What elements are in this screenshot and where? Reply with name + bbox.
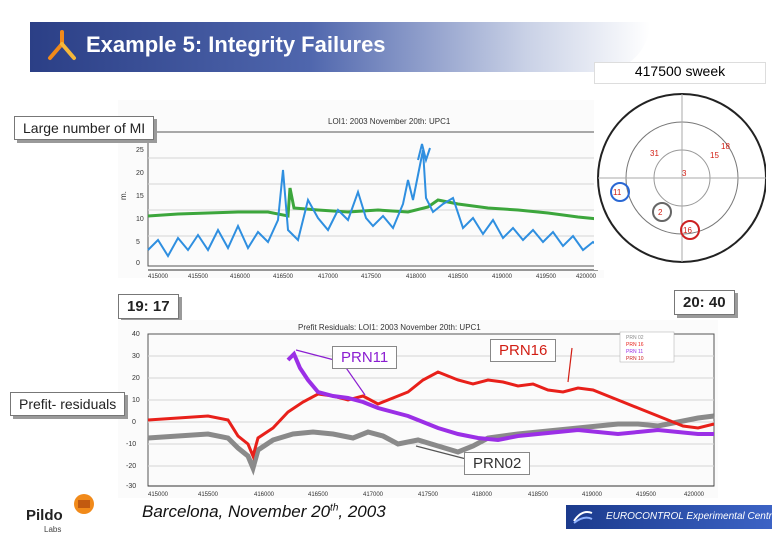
top-blue-spike	[417, 143, 431, 164]
bottom-xtick: 417000	[363, 492, 384, 498]
sky-prn: 3	[682, 169, 687, 178]
bottom-xtick: 417500	[418, 492, 439, 498]
footer-text-sup: th	[330, 502, 339, 514]
bottom-plot-panel: Prefit Residuals: LOI1: 2003 November 20…	[118, 320, 718, 498]
bottom-ytick: 10	[132, 397, 140, 404]
bottom-ytick: -30	[126, 483, 136, 490]
skyplot-panel: 31 15 18 3 11 2 16	[594, 84, 767, 270]
top-plot: LOI1: 2003 November 20th: UPC1 m. 25 20 …	[118, 100, 604, 280]
end-time-label: 20: 40	[674, 290, 735, 315]
bottom-xtick: 419500	[636, 492, 657, 498]
slide-title: Example 5: Integrity Failures	[86, 32, 386, 57]
bottom-xtick: 416500	[308, 492, 329, 498]
bottom-ytick: 30	[132, 353, 140, 360]
top-xtick: 417000	[318, 274, 339, 278]
skyplot: 31 15 18 3 11 2 16	[597, 93, 767, 263]
legend-entry: PRN 02	[626, 335, 644, 341]
top-xtick: 419000	[492, 274, 513, 278]
brand-name: Pildo	[26, 507, 63, 524]
bottom-plot-label: Prefit- residuals	[10, 392, 126, 416]
start-time-label: 19: 17	[118, 294, 179, 319]
top-xtick: 418500	[448, 274, 469, 278]
legend-entry: PRN 10	[626, 356, 644, 362]
sky-prn: 31	[650, 149, 659, 158]
sky-prn: 11	[613, 188, 622, 197]
legend-entry: PRN 11	[626, 349, 643, 355]
bottom-ytick: -10	[126, 441, 136, 448]
top-chart-title: LOI1: 2003 November 20th: UPC1	[328, 117, 451, 126]
bottom-ytick: 40	[132, 331, 140, 338]
bottom-ytick: 20	[132, 375, 140, 382]
gray-series	[147, 413, 715, 476]
footer-caption: Barcelona, November 20th, 2003	[142, 502, 386, 522]
bottom-plot: Prefit Residuals: LOI1: 2003 November 20…	[118, 320, 718, 498]
prn02-callout: PRN02	[464, 452, 531, 475]
prn11-callout: PRN11	[332, 346, 398, 369]
brand-sub: Labs	[44, 525, 61, 534]
bottom-xtick: 418000	[472, 492, 493, 498]
bottom-ytick: -20	[126, 463, 136, 470]
bottom-xtick: 415500	[198, 492, 219, 498]
top-xtick: 420000	[576, 274, 597, 278]
top-ytick: 25	[136, 147, 144, 154]
sky-prn: 15	[710, 151, 719, 160]
footer-text-prefix: Barcelona, November 20	[142, 502, 331, 521]
top-xtick: 417500	[361, 274, 382, 278]
red-series	[147, 370, 715, 461]
bottom-xtick: 418500	[528, 492, 549, 498]
footer-text-suffix: , 2003	[338, 502, 386, 521]
top-ytick: 0	[136, 260, 140, 267]
top-blue-series	[147, 149, 599, 258]
top-xtick: 419500	[536, 274, 557, 278]
legend-entry: PRN 16	[626, 342, 644, 348]
top-xtick: 415000	[148, 274, 169, 278]
top-ytick: 20	[136, 170, 144, 177]
bottom-xtick: 419000	[582, 492, 603, 498]
sky-prn: 2	[658, 208, 663, 217]
top-plot-panel: LOI1: 2003 November 20th: UPC1 m. 25 20 …	[118, 100, 604, 280]
top-xtick: 418000	[406, 274, 427, 278]
purple-series	[286, 350, 714, 443]
top-y-axis-label: m.	[119, 191, 128, 200]
eurocontrol-text: EUROCONTROL Experimental Centre	[606, 511, 778, 522]
top-plot-label: Large number of MI	[14, 116, 155, 140]
bottom-ytick: 0	[132, 419, 136, 426]
top-xtick: 415500	[188, 274, 209, 278]
top-xtick: 416000	[230, 274, 251, 278]
top-ytick: 15	[136, 193, 144, 200]
top-ytick: 10	[136, 216, 144, 223]
sky-prn: 16	[683, 226, 692, 235]
sky-prn: 18	[721, 142, 730, 151]
logo-icon	[48, 30, 76, 60]
pildo-labs-logo: Pildo Labs	[26, 494, 94, 534]
eurocontrol-icon	[573, 511, 593, 524]
title-bar	[30, 22, 650, 72]
prn16-callout: PRN16	[490, 339, 557, 362]
bottom-xtick: 420000	[684, 492, 705, 498]
top-ytick: 5	[136, 239, 140, 246]
skyplot-header: 417500 sweek	[594, 62, 766, 84]
bottom-chart-title: Prefit Residuals: LOI1: 2003 November 20…	[298, 323, 481, 332]
bottom-xtick: 416000	[254, 492, 275, 498]
top-xtick: 416500	[273, 274, 294, 278]
bottom-xtick: 415000	[148, 492, 169, 498]
eurocontrol-banner: EUROCONTROL Experimental Centre	[566, 505, 778, 529]
